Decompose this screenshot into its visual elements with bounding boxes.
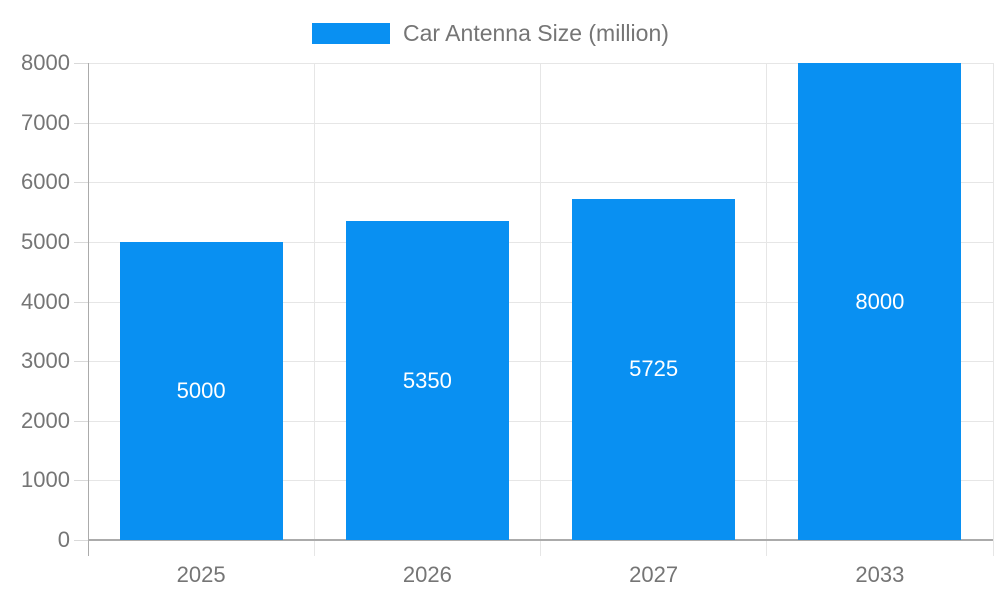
- y-axis-tick-label: 0: [57, 527, 70, 552]
- y-tick-mark: [74, 540, 88, 541]
- y-tick-mark: [74, 301, 88, 303]
- x-axis-tick-label: 2026: [402, 562, 452, 587]
- y-axis-tick-label: 4000: [21, 288, 70, 314]
- x-axis-tick-label: 2027: [629, 562, 679, 587]
- y-axis-tick-label: 3000: [21, 348, 70, 374]
- legend-label: Car Antenna Size (million): [403, 19, 669, 46]
- y-tick-mark: [74, 182, 88, 184]
- bar-value-label: 8000: [855, 288, 905, 314]
- legend-swatch: [312, 22, 390, 44]
- bar-value-label: 5000: [176, 377, 226, 403]
- y-axis-tick-label: 6000: [21, 169, 70, 195]
- bar-2026: [345, 221, 509, 540]
- y-axis-tick-label: 2000: [21, 407, 70, 433]
- y-tick-mark: [74, 241, 88, 243]
- y-tick-mark: [74, 63, 88, 64]
- legend: Car Antenna Size (million): [312, 14, 669, 52]
- x-gridline: [540, 63, 541, 556]
- x-axis-line: [88, 539, 993, 541]
- x-axis-tick-label: 2025: [176, 562, 226, 587]
- x-gridline: [313, 63, 315, 556]
- x-axis-tick-label: 2033: [855, 562, 905, 587]
- y-axis-line: [88, 63, 89, 556]
- y-axis-tick-label: 1000: [21, 467, 70, 493]
- y-tick-mark: [74, 122, 88, 124]
- y-tick-mark: [74, 361, 88, 363]
- y-tick-mark: [74, 420, 88, 422]
- x-gridline: [992, 63, 994, 556]
- x-gridline: [766, 63, 768, 556]
- y-axis-tick-label: 8000: [21, 50, 70, 75]
- y-axis-tick-label: 5000: [21, 228, 70, 254]
- bar-2025: [119, 241, 283, 540]
- y-tick-mark: [74, 480, 88, 482]
- y-axis-tick-label: 7000: [21, 109, 70, 135]
- bar-2027: [572, 198, 736, 540]
- bar-2033: [798, 63, 962, 540]
- bar-value-label: 5350: [402, 367, 452, 393]
- bar-value-label: 5725: [629, 356, 679, 382]
